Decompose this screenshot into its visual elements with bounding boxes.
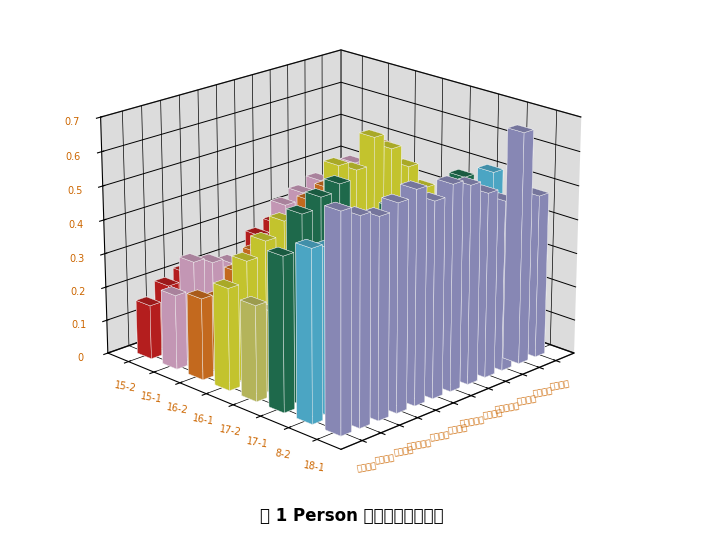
Text: 图 1 Person 相关性分析数据图: 图 1 Person 相关性分析数据图: [259, 507, 444, 525]
